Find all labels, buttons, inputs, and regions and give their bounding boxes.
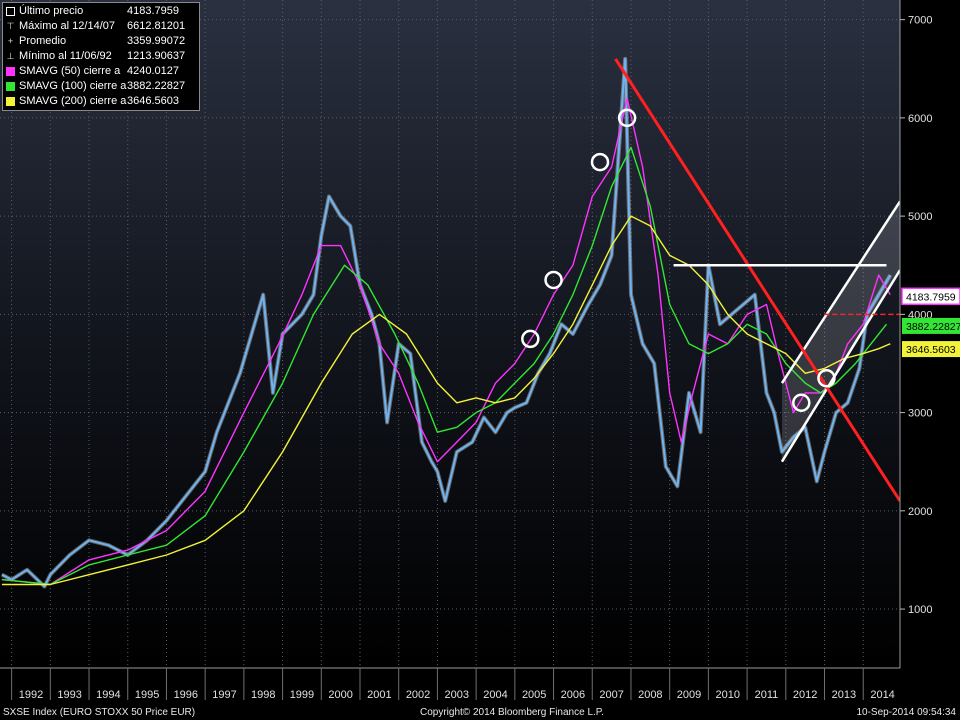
- x-tick-label: 2013: [832, 689, 856, 701]
- legend-row-smavg-200: SMAVG (200) cierre a 3646.5603: [5, 94, 197, 109]
- x-tick-label: 2007: [599, 689, 623, 701]
- highlight-circle: [792, 393, 811, 413]
- highlight-circle: [617, 108, 637, 128]
- x-tick-label: 2010: [715, 689, 739, 701]
- legend-value: 1213.90637: [127, 50, 186, 62]
- highlight-circle: [590, 152, 610, 172]
- x-tick-label: 1998: [251, 689, 275, 701]
- price-label-box: [902, 341, 960, 358]
- highlight-circle: [817, 368, 836, 388]
- square-outline-icon: [6, 7, 15, 16]
- trend-channel-line: [780, 269, 902, 463]
- legend-row-last-price: Último precio 4183.7959: [5, 4, 197, 19]
- legend-value: 4183.7959: [127, 5, 179, 17]
- x-tick-label: 2011: [755, 689, 779, 701]
- y-tick-label: 1000: [908, 604, 932, 616]
- x-tick-label: 2001: [367, 689, 391, 701]
- y-tick-label: 7000: [908, 15, 932, 27]
- green-square-icon: [6, 82, 15, 91]
- x-tick-label: 1994: [96, 689, 120, 701]
- price-labels: 4183.7959 3882.22827 3646.5603: [901, 287, 960, 358]
- legend-row-max: ⊤ Máximo al 12/14/07 6612.81201: [5, 19, 197, 34]
- legend-value: 3882.22827: [127, 80, 186, 92]
- x-tick-label: 1995: [135, 689, 159, 701]
- legend: Último precio 4183.7959 ⊤ Máximo al 12/1…: [2, 2, 200, 111]
- x-tick-label: 1996: [174, 689, 198, 701]
- highlight-circle: [544, 270, 563, 290]
- smavg-series-line-3: [1, 215, 891, 586]
- series-layer: [0, 56, 893, 589]
- legend-label: SMAVG (50) cierre a: [19, 65, 121, 77]
- downtrend-line: [614, 58, 902, 502]
- x-tick-label: 2003: [445, 689, 469, 701]
- highlight-circle: [521, 329, 540, 349]
- y-tick-label: 2000: [908, 506, 932, 518]
- magenta-square-icon: [6, 67, 15, 76]
- legend-row-smavg-50: SMAVG (50) cierre a 4240.0127: [5, 64, 197, 79]
- price-label-box: [902, 317, 960, 334]
- smavg-series-line-2: [1, 146, 888, 586]
- x-axis-panel: [0, 668, 960, 706]
- up-tick-icon: ⊤: [6, 21, 15, 31]
- x-tick-label: 2012: [793, 689, 817, 701]
- x-tick-label: 2000: [328, 689, 352, 701]
- footer-index-name: SXSE Index (EURO STOXX 50 Price EUR): [3, 707, 196, 718]
- y-tick-label: 3000: [908, 408, 932, 420]
- legend-row-min: ⊥ Mínimo al 11/06/92 1213.90637: [5, 49, 197, 64]
- legend-label: Último precio: [19, 5, 84, 17]
- plot-area: [0, 0, 900, 668]
- x-tick-label: 1997: [212, 689, 236, 701]
- y-tick-label: 5000: [908, 211, 932, 223]
- trend-channel-line: [780, 200, 902, 384]
- x-tick-label: 2006: [561, 689, 585, 701]
- x-tick-label: 1993: [57, 689, 81, 701]
- x-tick-label: 2004: [483, 689, 507, 701]
- yellow-square-icon: [6, 97, 15, 106]
- legend-label: SMAVG (200) cierre a: [19, 95, 127, 107]
- y-tick-label: 6000: [908, 113, 932, 125]
- legend-label: Máximo al 12/14/07: [19, 20, 115, 32]
- price-series-line: [1, 57, 892, 588]
- footer-timestamp: 10-Sep-2014 09:54:34: [856, 707, 956, 718]
- price-label-box: [901, 287, 960, 306]
- x-tick-label: 2009: [677, 689, 701, 701]
- legend-value: 6612.81201: [127, 20, 186, 32]
- smavg-series-line-1: [1, 97, 891, 586]
- x-tick-label: 2005: [522, 689, 546, 701]
- legend-row-average: + Promedio 3359.99072: [5, 34, 197, 49]
- legend-row-smavg-100: SMAVG (100) cierre a 3882.22827: [5, 79, 197, 94]
- legend-value: 3646.5603: [127, 95, 179, 107]
- x-axis-ticks: 1992 1993 1994 1995 1996 1997 1998 1999 2000 2001…: [11, 668, 895, 701]
- footer-bar: SXSE Index (EURO STOXX 50 Price EUR) Cop…: [0, 706, 960, 720]
- legend-label: Mínimo al 11/06/92: [19, 50, 112, 62]
- legend-value: 4240.0127: [127, 65, 179, 77]
- price-label-text: 3646.5603: [906, 344, 956, 356]
- price-label-text: 4183.7959: [906, 291, 956, 303]
- legend-label: SMAVG (100) cierre a: [19, 80, 127, 92]
- grid: [0, 0, 900, 668]
- x-tick-label: 1992: [19, 689, 43, 701]
- plus-line-icon: +: [7, 36, 14, 46]
- x-tick-label: 2002: [406, 689, 430, 701]
- legend-label: Promedio: [19, 35, 67, 47]
- x-tick-label: 2008: [638, 689, 662, 701]
- footer-copyright: Copyright© 2014 Bloomberg Finance L.P.: [420, 707, 604, 718]
- x-tick-label: 1999: [290, 689, 314, 701]
- down-tick-icon: ⊥: [6, 51, 15, 61]
- annotations-front: [521, 58, 902, 502]
- x-tick-label: 2014: [870, 689, 894, 701]
- legend-value: 3359.99072: [127, 35, 186, 47]
- y-axis-panel: [900, 0, 960, 668]
- price-label-text: 3882.22827: [906, 321, 960, 333]
